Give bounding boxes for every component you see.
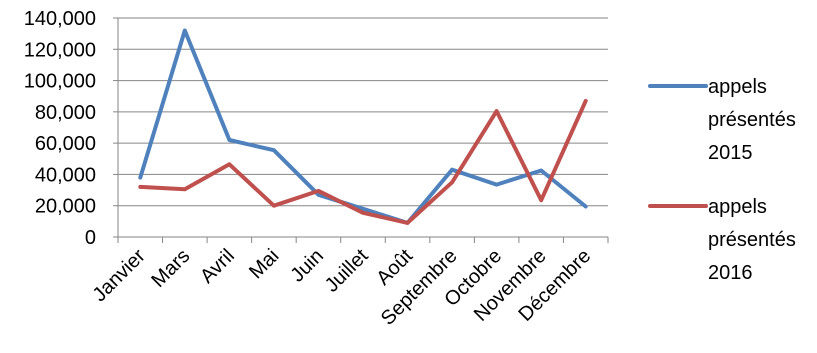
y-axis-tick-labels: 0 20,000 40,000 60,000 80,000 100,000 120,000 1… [24,8,96,249]
y-tick-label-1: 20,000 [35,196,96,218]
legend-label-1: appels présentés 2016 [708,196,796,284]
legend-label-0-line-1: présentés [708,109,796,131]
axes [113,17,609,243]
legend-label-1-line-2: 2016 [708,262,753,284]
x-tick-label-5: Juillet [321,245,373,297]
series-0-point-2 [227,138,232,142]
x-tick-label-0: Janvier [89,245,150,306]
y-tick-label-7: 140,000 [24,8,96,30]
series-1-point-0 [138,185,143,189]
y-tick-label-4: 80,000 [35,102,96,124]
x-tick-label-2: Avril [196,245,239,288]
series-0-point-1 [183,28,187,33]
y-tick-label-5: 100,000 [24,71,96,93]
series-line-0 [138,28,588,225]
series-1-point-9 [539,198,543,202]
series-1-point-1 [183,187,187,192]
series-0-point-8 [494,182,499,187]
legend-label-1-line-0: appels [708,196,767,218]
x-tick-label-3: Mai [245,245,283,283]
legend-label-0-line-0: appels [708,76,767,98]
series-1-point-3 [272,203,276,208]
series-0-point-9 [539,168,543,173]
series-0-point-0 [138,175,143,180]
series-line-1 [138,98,588,225]
legend-label-0-line-2: 2015 [708,142,753,164]
series-1-point-6 [405,221,410,225]
series-1-point-8 [494,109,499,113]
series-0-point-7 [450,167,454,172]
series-1-point-7 [450,180,454,185]
gridlines [118,17,608,207]
legend-label-0: appels présentés 2015 [708,76,796,164]
series-0-point-3 [272,148,276,152]
series-1-point-4 [316,189,321,193]
y-tick-label-3: 60,000 [35,133,96,155]
series-1-point-10 [583,99,588,103]
series-lines [138,28,588,225]
y-tick-label-2: 40,000 [35,164,96,186]
series-0-point-4 [316,193,321,197]
legend-label-1-line-1: présentés [708,229,796,251]
x-tick-label-1: Mars [147,245,194,292]
series-0-point-5 [361,207,365,211]
y-tick-label-6: 120,000 [24,39,96,61]
series-0-point-10 [583,204,588,209]
y-tick-label-0: 0 [85,227,96,249]
legend: appels présentés 2015 appels présentés 2016 [648,76,796,284]
series-1-point-5 [361,211,365,215]
series-1-point-2 [227,162,232,167]
